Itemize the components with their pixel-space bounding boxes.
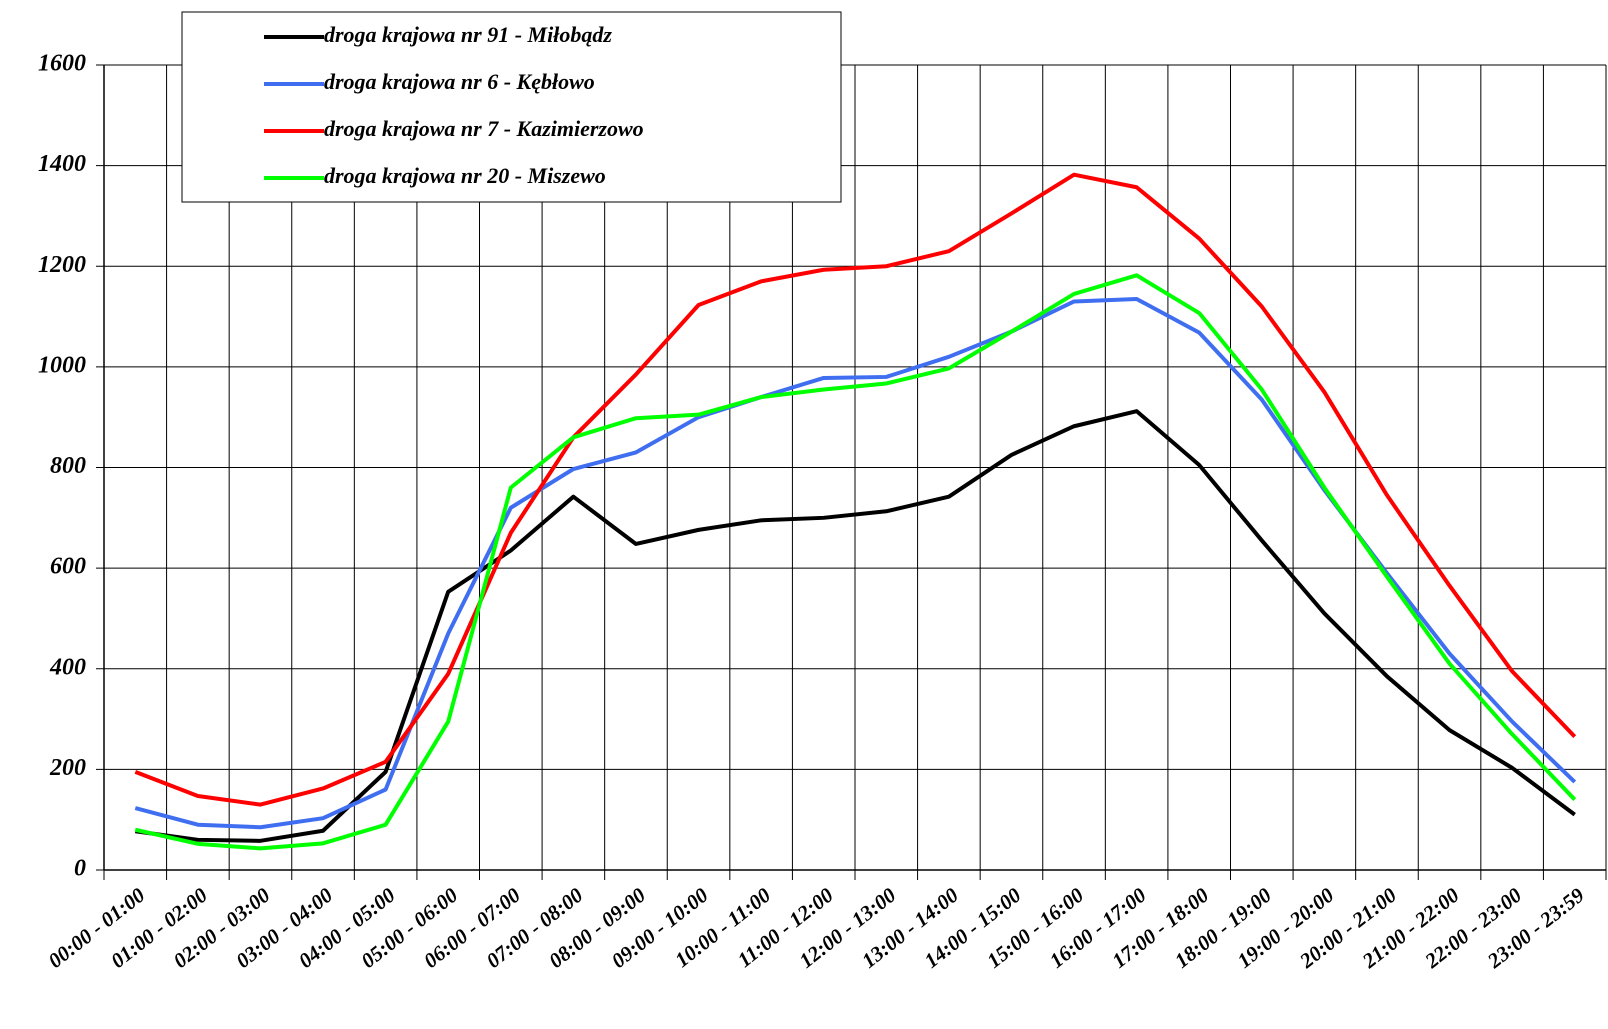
legend-label: droga krajowa nr 20 - Miszewo bbox=[324, 163, 606, 188]
y-tick-label: 1400 bbox=[38, 151, 86, 177]
legend-label: droga krajowa nr 7 - Kazimierzowo bbox=[324, 116, 644, 141]
y-tick-label: 600 bbox=[50, 554, 86, 580]
y-tick-label: 1000 bbox=[38, 352, 86, 378]
y-tick-label: 1600 bbox=[38, 51, 86, 77]
legend-label: droga krajowa nr 6 - Kębłowo bbox=[324, 69, 595, 94]
y-tick-label: 200 bbox=[49, 755, 86, 781]
y-tick-label: 400 bbox=[49, 654, 86, 680]
legend-label: droga krajowa nr 91 - Miłobądz bbox=[324, 22, 612, 47]
series-line bbox=[134, 172, 1577, 807]
series-line bbox=[135, 409, 1576, 843]
y-tick-label: 800 bbox=[50, 453, 86, 479]
y-tick-label: 0 bbox=[74, 856, 86, 882]
y-tick-label: 1200 bbox=[38, 252, 86, 278]
series-line bbox=[134, 273, 1577, 851]
legend-box bbox=[181, 11, 842, 203]
